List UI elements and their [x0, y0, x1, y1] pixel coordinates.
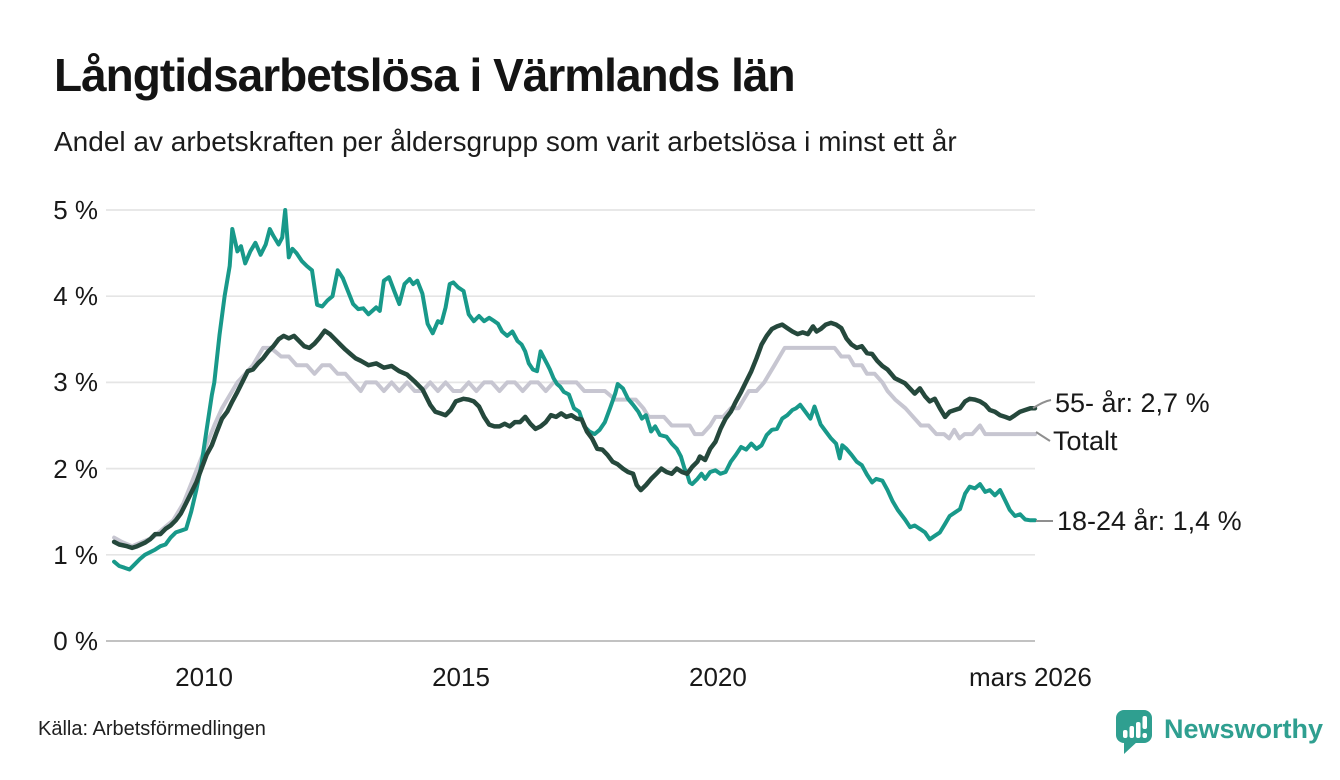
y-axis-tick-label: 1 % — [53, 539, 98, 570]
y-axis-tick-label: 3 % — [53, 367, 98, 398]
series-lines — [111, 208, 1038, 572]
x-axis-tick-label: mars 2026 — [968, 662, 1092, 692]
newsworthy-branding: Newsworthy — [1114, 709, 1323, 756]
x-axis-tick-label: 2010 — [175, 662, 233, 692]
age-18-24-line — [112, 208, 1037, 572]
y-axis-tick-label: 5 % — [53, 195, 98, 225]
totalt-line — [112, 345, 1037, 549]
y-axis-tick-label: 0 % — [53, 626, 98, 656]
source-note: Källa: Arbetsförmedlingen — [38, 718, 266, 740]
series-label-18-24: 18-24 år: 1,4 % — [1057, 506, 1242, 536]
series-label-55-plus: 55- år: 2,7 % — [1055, 388, 1210, 418]
label-connectors — [1032, 399, 1053, 522]
bar-chart-speech-bubble-icon — [1116, 710, 1152, 754]
x-axis-tick-label: 2015 — [432, 662, 490, 692]
y-axis-tick-label: 4 % — [53, 281, 98, 312]
brand-name: Newsworthy — [1164, 714, 1324, 744]
series-label-totalt: Totalt — [1053, 426, 1118, 456]
label-connector-55-plus — [1032, 399, 1052, 409]
chart-subtitle: Andel av arbetskraften per åldersgrupp s… — [54, 126, 957, 157]
x-axis-tick-label: 2020 — [689, 662, 747, 692]
chart-title: Långtidsarbetslösa i Värmlands län — [54, 49, 796, 101]
label-connector-totalt — [1035, 431, 1051, 442]
y-axis-tick-label: 2 % — [53, 453, 98, 484]
age-55-plus-line — [111, 320, 1038, 551]
gridlines — [106, 209, 1035, 642]
